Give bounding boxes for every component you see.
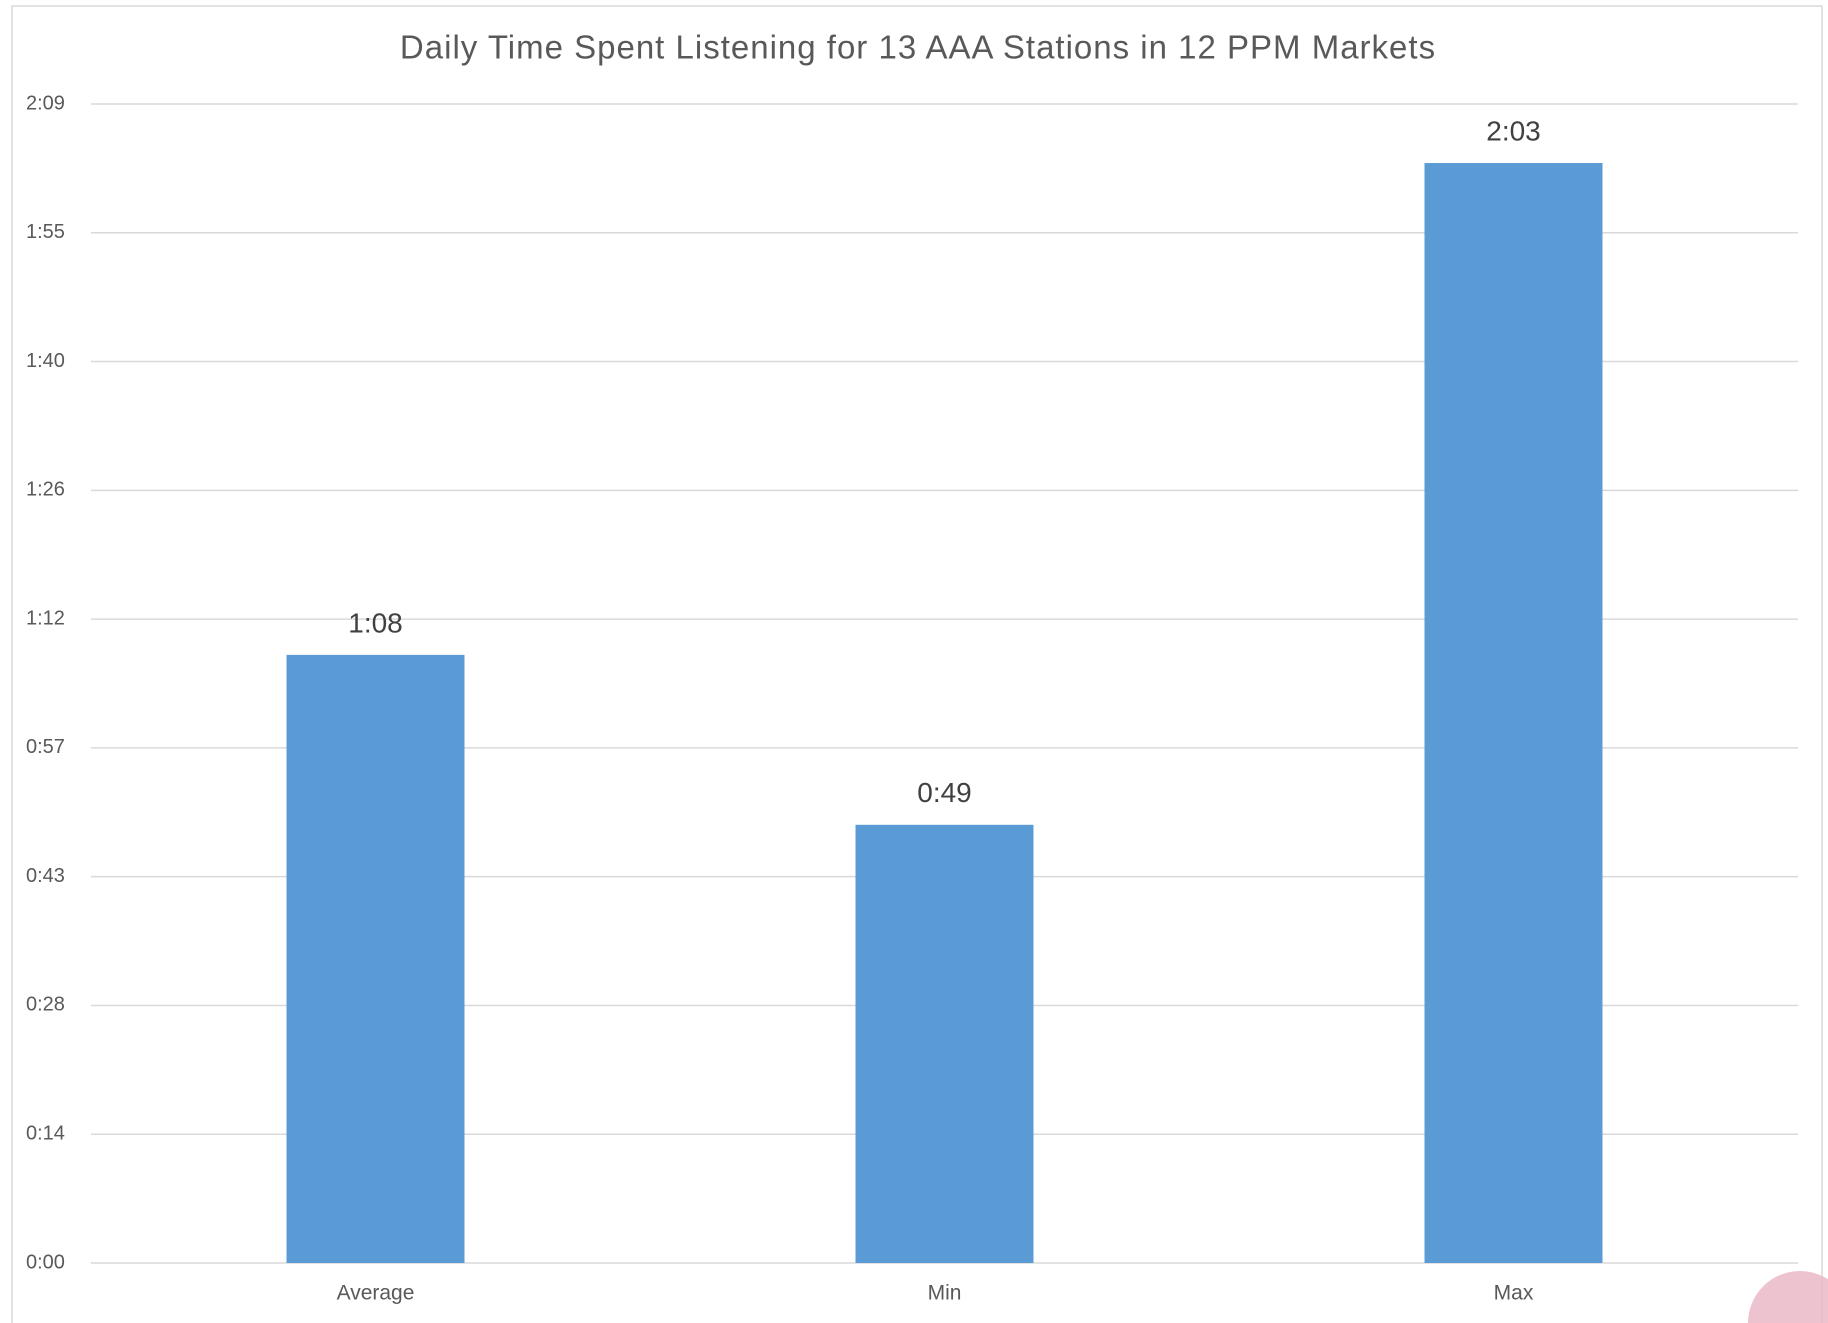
y-tick-label: 2:09 <box>26 92 65 114</box>
x-tick-label: Min <box>928 1282 962 1305</box>
data-label: 2:03 <box>1486 115 1541 146</box>
bar <box>855 824 1034 1263</box>
corner-decoration <box>1748 1271 1828 1323</box>
y-tick-label: 1:12 <box>26 607 65 629</box>
bar <box>286 654 465 1263</box>
x-tick-label: Average <box>337 1282 415 1305</box>
chart-title: Daily Time Spent Listening for 13 AAA St… <box>400 29 1436 66</box>
y-tick-label: 1:40 <box>26 350 65 372</box>
x-tick-label: Max <box>1494 1282 1534 1305</box>
y-tick-label: 0:00 <box>26 1251 65 1273</box>
y-tick-label: 0:28 <box>26 994 65 1016</box>
y-tick-label: 0:57 <box>26 736 65 758</box>
data-label: 1:08 <box>348 607 403 638</box>
bar <box>1424 163 1603 1263</box>
data-label: 0:49 <box>917 777 972 808</box>
y-tick-label: 1:26 <box>26 479 65 501</box>
y-tick-label: 1:55 <box>26 221 65 243</box>
y-tick-label: 0:43 <box>26 865 65 887</box>
y-tick-label: 0:14 <box>26 1123 65 1145</box>
